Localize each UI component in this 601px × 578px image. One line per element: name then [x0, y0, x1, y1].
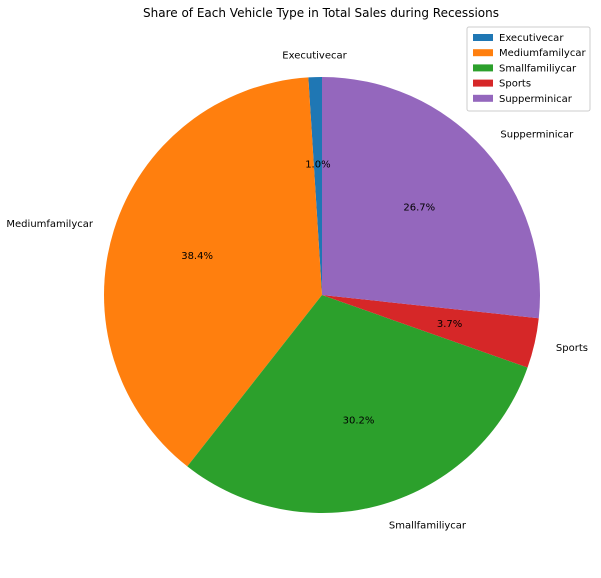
slice-label-sports: Sports [556, 343, 588, 354]
slice-label-executivecar: Executivecar [282, 50, 347, 61]
slice-label-mediumfamilycar: Mediumfamilycar [6, 219, 93, 230]
legend-swatch-mediumfamilycar [473, 49, 493, 57]
legend-label-smallfamiliycar: Smallfamiliycar [499, 63, 577, 74]
pie-slice-smallfamiliycar [187, 295, 528, 513]
legend-swatch-smallfamiliycar [473, 64, 493, 72]
legend-label-mediumfamilycar: Mediumfamilycar [499, 48, 586, 59]
pie-slices [104, 77, 541, 513]
slice-pct-mediumfamilycar: 38.4% [181, 251, 213, 262]
legend-swatch-executivecar [473, 34, 493, 41]
slice-pct-sports: 3.7% [437, 319, 462, 330]
slice-pct-supperminicar: 26.7% [403, 203, 435, 214]
pie-slice-sports [322, 295, 539, 368]
legend-swatch-sports [473, 79, 493, 87]
chart-title: Share of Each Vehicle Type in Total Sale… [143, 6, 499, 20]
legend-label-executivecar: Executivecar [499, 33, 564, 44]
pie-slice-mediumfamilycar [104, 77, 322, 467]
pie-slice-supperminicar [322, 77, 541, 319]
slice-label-supperminicar: Supperminicar [500, 130, 574, 141]
legend-label-sports: Sports [499, 79, 531, 90]
pie-slice-executivecar [308, 77, 322, 295]
pie-labels: Executivecar 1.0% Mediumfamilycar 38.4% Smal… [6, 50, 588, 531]
slice-pct-executivecar: 1.0% [305, 159, 330, 170]
slice-pct-smallfamiliycar: 30.2% [343, 416, 375, 427]
legend-label-supperminicar: Supperminicar [499, 94, 573, 105]
legend-frame [466, 26, 591, 112]
slice-label-smallfamiliycar: Smallfamiliycar [389, 520, 467, 531]
legend: Executivecar Mediumfamilycar Smallfamiliyc… [466, 26, 591, 112]
legend-swatch-supperminicar [473, 94, 493, 102]
